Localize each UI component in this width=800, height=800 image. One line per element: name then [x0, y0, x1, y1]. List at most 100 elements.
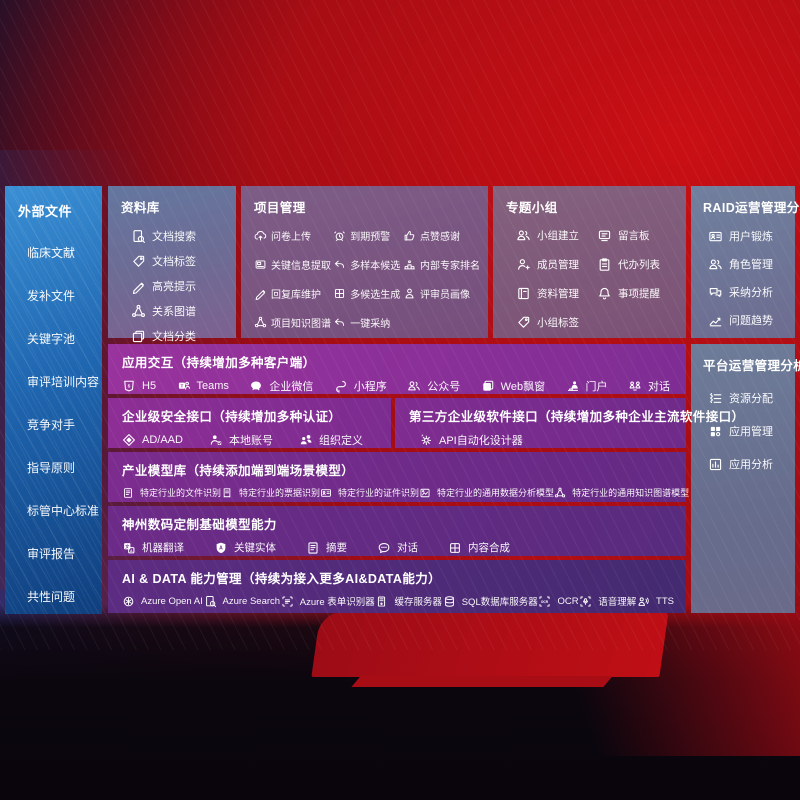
ai-service-item[interactable]: TTS	[637, 595, 674, 608]
decorative-red-slash	[351, 676, 613, 687]
sidebar-item[interactable]: 指导原则	[27, 459, 98, 476]
item-label: 问卷上传	[271, 232, 311, 243]
group-feature-item[interactable]: 代办列表	[597, 257, 678, 272]
auth-item[interactable]: 本地账号	[209, 432, 273, 448]
key-info-icon	[254, 258, 267, 271]
group-feature-item[interactable]: 成员管理	[516, 257, 597, 272]
doc-search-icon	[131, 229, 146, 244]
sidebar-item[interactable]: 关键字池	[27, 330, 98, 347]
raid-analysis-item[interactable]: 角色管理	[708, 256, 787, 272]
client-item[interactable]: T Teams	[177, 379, 229, 393]
group-feature-item[interactable]: 事项提醒	[597, 286, 678, 301]
model-item[interactable]: 特定行业的通用知识图谱模型	[554, 486, 689, 499]
sidebar-item[interactable]: 竞争对手	[27, 416, 98, 433]
raid-analysis-title: RAID运营管理分析	[703, 201, 800, 215]
raid-analysis-item[interactable]: 用户锻炼	[708, 228, 787, 244]
api-list: API自动化设计器	[409, 432, 674, 448]
app-interaction-title: 应用交互（持续增加多种客户端）	[122, 356, 316, 370]
svg-text:T: T	[180, 383, 183, 389]
ai-service-item[interactable]: 缓存服务器	[375, 594, 442, 608]
project-feature-item[interactable]: 问卷上传	[254, 228, 331, 243]
topic-groups-list: 小组建立 留言板 成员管理 代办列表 资料管理 事项提醒 小组标签	[506, 228, 678, 330]
platform-analysis-item[interactable]: 应用管理	[708, 423, 787, 439]
security-interface-row: 企业级安全接口（持续增加多种认证） AD/AAD 本地账号 组织定义	[108, 398, 391, 448]
ai-service-item[interactable]: 语音理解	[579, 594, 636, 608]
group-feature-item[interactable]: 小组建立	[516, 228, 597, 243]
library-item[interactable]: 文档搜索	[131, 228, 228, 244]
sidebar-item[interactable]: 审评培训内容	[27, 373, 99, 390]
item-label: 文档分类	[152, 331, 196, 343]
library-item[interactable]: 关系图谱	[131, 303, 228, 319]
group-feature-item[interactable]: 小组标签	[516, 315, 597, 330]
model-item[interactable]: 特定行业的票据识别	[221, 486, 320, 499]
item-label: 特定行业的文件识别	[140, 488, 222, 498]
receipt-recog-icon	[221, 487, 233, 499]
sidebar-item[interactable]: 标管中心标准	[27, 502, 99, 519]
item-label: 应用管理	[729, 426, 773, 438]
local-account-icon	[209, 433, 223, 447]
group-feature-item[interactable]: 资料管理	[516, 286, 597, 301]
project-feature-item[interactable]: 点赞感谢	[403, 228, 480, 243]
api-item[interactable]: API自动化设计器	[419, 432, 523, 448]
capability-item[interactable]: A 关键实体	[214, 540, 276, 555]
client-item[interactable]: 5 H5	[122, 379, 156, 393]
project-feature-item[interactable]: 到期预警	[333, 228, 401, 243]
client-item[interactable]: 对话	[628, 378, 670, 394]
project-feature-item[interactable]: 项目知识图谱	[254, 315, 331, 330]
external-files-title: 外部文件	[18, 204, 73, 219]
capability-item[interactable]: 内容合成	[448, 540, 510, 555]
external-files-list: 临床文献发补文件关键字池审评培训内容 竞争对手指导原则标管中心标准 审评报告共性问题	[18, 244, 99, 605]
project-kg-icon	[254, 316, 267, 329]
client-item[interactable]: 门户	[566, 378, 608, 394]
cache-server-icon	[375, 595, 388, 608]
item-label: OCR	[557, 595, 579, 607]
group-feature-item[interactable]: 留言板	[597, 228, 678, 243]
capability-item[interactable]: 摘要	[306, 540, 347, 555]
sidebar-item[interactable]: 审评报告	[27, 545, 98, 562]
svg-text:文: 文	[125, 542, 130, 548]
app-analysis-icon	[708, 457, 723, 472]
project-feature-item[interactable]: 评审员画像	[403, 286, 480, 301]
model-item[interactable]: 特定行业的文件识别	[122, 486, 221, 499]
client-item[interactable]: 小程序	[334, 378, 387, 394]
capability-item[interactable]: 对话	[377, 540, 418, 555]
ai-service-item[interactable]: SQL数据库服务器	[443, 594, 538, 608]
item-label: 企业微信	[269, 381, 314, 393]
project-feature-list: 问卷上传 到期预警 点赞感谢关键信息提取 多样本候选 内部专家排名回复库维护 多候选生成 评…	[254, 228, 480, 330]
model-item[interactable]: 特定行业的通用数据分析模型	[419, 486, 554, 499]
project-feature-item[interactable]: 回复库维护	[254, 286, 331, 301]
ai-service-item[interactable]: Azure Open AI	[122, 595, 203, 608]
raid-analysis-item[interactable]: 采纳分析	[708, 284, 787, 300]
reviewer-portrait-icon	[403, 287, 416, 300]
sidebar-item[interactable]: 临床文献	[27, 244, 98, 261]
platform-analysis-item[interactable]: 应用分析	[708, 456, 787, 472]
api-designer-icon	[419, 433, 433, 447]
project-feature-item[interactable]: 关键信息提取	[254, 257, 331, 272]
ai-service-item[interactable]: Azure 表单识别器	[281, 594, 375, 608]
platform-analysis-item[interactable]: 资源分配	[708, 390, 787, 406]
model-item[interactable]: 特定行业的证件识别	[320, 486, 419, 499]
base-capability-list: 文 A 机器翻译 A 关键实体 摘要 对话 内容合成	[122, 540, 674, 555]
library-item[interactable]: 文档分类	[131, 328, 228, 344]
project-feature-item[interactable]: 多候选生成	[333, 286, 401, 301]
library-item[interactable]: 高亮提示	[131, 278, 228, 294]
client-item[interactable]: 企业微信	[249, 378, 313, 394]
ai-service-item[interactable]: Azure Search	[204, 595, 280, 608]
project-feature-item[interactable]: 多样本候选	[333, 257, 401, 272]
auth-item[interactable]: 组织定义	[299, 432, 363, 448]
sidebar-item[interactable]: 共性问题	[27, 588, 98, 605]
client-item[interactable]: 公众号	[407, 378, 460, 394]
ai-service-item[interactable]: OCR OCR	[538, 595, 579, 608]
library-item[interactable]: 文档标签	[131, 253, 228, 269]
client-item[interactable]: Web飘窗	[481, 378, 545, 394]
reply-maintain-icon	[254, 287, 267, 300]
sidebar-item[interactable]: 发补文件	[27, 287, 98, 304]
auth-item[interactable]: AD/AAD	[122, 433, 183, 447]
project-feature-item[interactable]: 内部专家排名	[403, 257, 480, 272]
resource-alloc-icon	[708, 391, 723, 406]
raid-analysis-item[interactable]: 问题趋势	[708, 312, 787, 328]
ocr-icon: OCR	[538, 595, 551, 608]
project-feature-item[interactable]: 一键采纳	[333, 315, 401, 330]
miniprogram-icon	[334, 379, 348, 393]
capability-item[interactable]: 文 A 机器翻译	[122, 540, 184, 555]
